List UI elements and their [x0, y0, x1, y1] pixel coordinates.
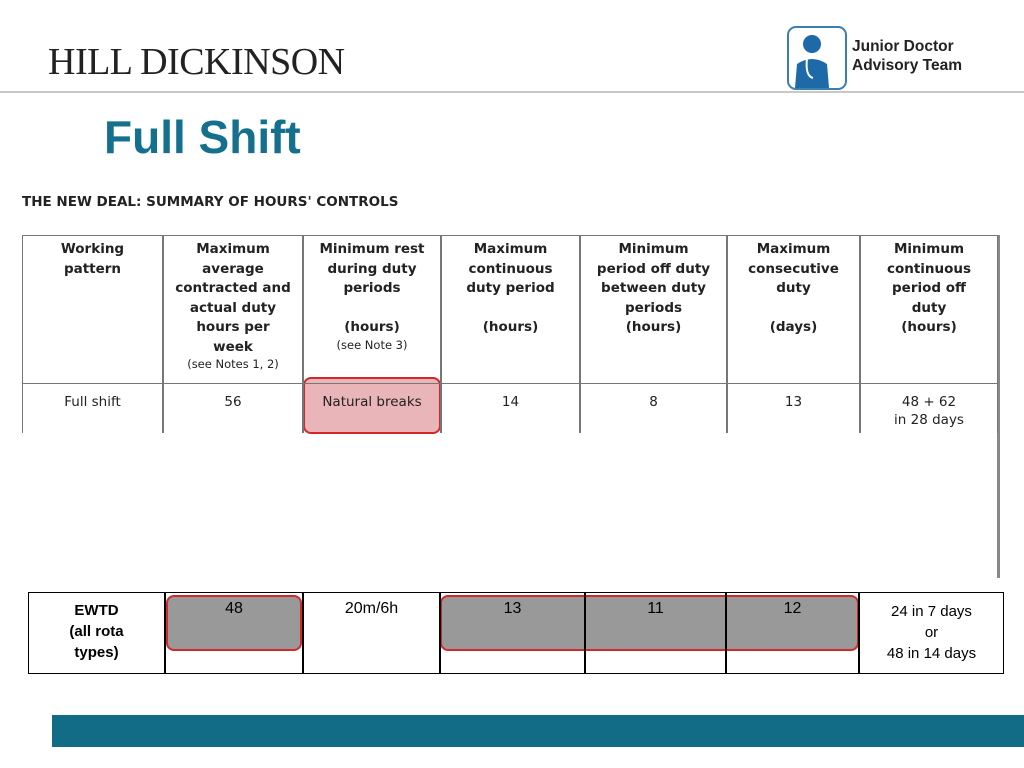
- cell-line: period off duty: [596, 260, 711, 277]
- cell-line: Maximum: [756, 241, 831, 257]
- table-title: THE NEW DEAL: SUMMARY OF HOURS' CONTROLS: [22, 194, 399, 210]
- header-cell: Minimum continuous period off duty (hours): [860, 235, 998, 384]
- cell-line: Natural breaks: [322, 394, 422, 410]
- header-cell: Maximum continuous duty period (hours): [441, 235, 580, 384]
- cell-line: 8: [649, 394, 658, 410]
- cell-line: periods: [343, 280, 401, 296]
- cell-line: (hours): [901, 319, 957, 335]
- ewtd-cell: 11: [585, 592, 726, 674]
- brand: HILL DICKINSON: [48, 41, 345, 83]
- logo-line: Advisory Team: [852, 57, 962, 74]
- ewtd-cell: EWTD (all rota types): [28, 592, 165, 674]
- cell-line: [304, 299, 440, 319]
- cell-line: (hours): [482, 319, 539, 335]
- cell-line: 56: [224, 394, 242, 410]
- cell-line: 24 in 7 days: [891, 603, 972, 620]
- cell-line: Full shift: [64, 394, 121, 410]
- cell-line: Minimum: [618, 241, 689, 257]
- cell-line: hours per: [196, 319, 270, 335]
- cell-line: during duty: [327, 260, 417, 277]
- cell-line: 12: [783, 600, 802, 617]
- header-cell: Maximum average contracted and actual duty h…: [163, 235, 303, 384]
- cell-line: (hours): [344, 319, 400, 335]
- cell-line: actual duty: [189, 299, 277, 316]
- ewtd-cell: 24 in 7 days or 48 in 14 days: [859, 592, 1004, 674]
- header-cell: Minimum rest during duty periods (hours) (s…: [303, 235, 441, 384]
- table-right-rule: [997, 235, 1000, 578]
- cell-line: periods: [624, 299, 683, 316]
- cell-line: Minimum rest: [319, 241, 425, 257]
- header-note: (see Notes 1, 2): [187, 357, 279, 371]
- highlight: [166, 595, 302, 651]
- cell-line: continuous: [468, 260, 553, 277]
- cell-line: average: [202, 260, 264, 277]
- cell-line: Working: [60, 241, 125, 257]
- cell-line: 11: [647, 600, 664, 617]
- highlight: [303, 377, 441, 434]
- table-cell: 48 + 62 in 28 days: [860, 384, 998, 433]
- cell-line: 48 in 14 days: [886, 645, 977, 662]
- ewtd-cell: 48: [165, 592, 303, 674]
- table-cell: 8: [580, 384, 727, 433]
- cell-line: (all rota: [69, 623, 124, 640]
- header-note: (see Note 3): [336, 337, 408, 352]
- cell-line: between duty: [601, 280, 706, 296]
- logo-icon: [787, 26, 847, 90]
- cell-line: period off: [892, 280, 966, 296]
- ewtd-cell: 13: [440, 592, 585, 674]
- ewtd-cell: 12: [726, 592, 859, 674]
- cell-line: 20m/6h: [344, 600, 399, 617]
- cell-line: week: [213, 338, 253, 355]
- cell-line: duty: [776, 280, 811, 296]
- logo-text: Junior Doctor Advisory Team: [852, 37, 962, 75]
- cell-line: continuous: [886, 260, 972, 277]
- table-cell: 14: [441, 384, 580, 433]
- ewtd-cell: 20m/6h: [303, 592, 440, 674]
- cell-line: in 28 days: [894, 412, 964, 428]
- cell-line: 13: [503, 600, 522, 617]
- cell-line: duty period: [466, 280, 555, 296]
- cell-line: or: [924, 624, 939, 641]
- cell-line: EWTD: [74, 602, 119, 619]
- cell-line: [728, 299, 859, 319]
- cell-line: Maximum: [473, 241, 548, 257]
- footer-bar: [52, 715, 1024, 747]
- cell-line: (hours): [625, 319, 682, 335]
- cell-line: Minimum: [893, 241, 965, 257]
- header-rule: [0, 91, 1024, 93]
- cell-line: (days): [769, 319, 818, 335]
- logo-line: Junior Doctor: [852, 38, 954, 55]
- highlight: [440, 595, 859, 651]
- cell-line: duty: [911, 299, 947, 316]
- cell-line: pattern: [63, 260, 122, 277]
- cell-line: types): [74, 644, 119, 661]
- table-cell: 13: [727, 384, 860, 433]
- cell-line: 48 + 62: [901, 394, 957, 410]
- header-cell: Minimum period off duty between duty period…: [580, 235, 727, 384]
- cell-line: Maximum: [196, 241, 270, 257]
- cell-line: 14: [501, 394, 520, 410]
- table-cell: 56: [163, 384, 303, 433]
- cell-line: 13: [784, 394, 803, 410]
- cell-line: contracted and: [175, 280, 291, 296]
- title: Full Shift: [104, 111, 301, 163]
- cell-line: 48: [225, 600, 243, 617]
- cell-line: [442, 299, 579, 319]
- header-cell: Maximum consecutive duty (days): [727, 235, 860, 384]
- cell-line: consecutive: [748, 260, 839, 277]
- table-cell: Full shift: [22, 384, 163, 433]
- table-cell: Natural breaks: [303, 384, 441, 433]
- header-cell: Working pattern: [22, 235, 163, 384]
